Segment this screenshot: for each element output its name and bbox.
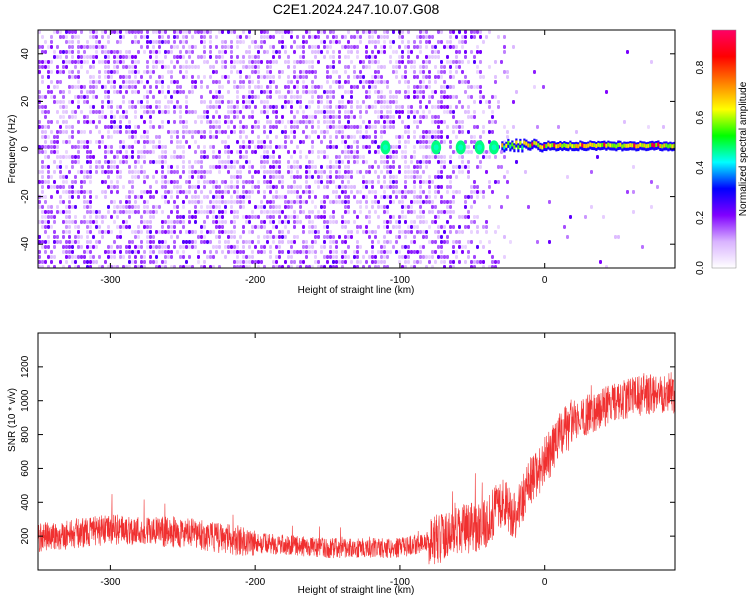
snr-x-tick-label: -100 (390, 577, 410, 588)
spectrogram-y-tick-label: 0 (20, 146, 31, 152)
spectrogram-y-tick-label: 20 (20, 95, 31, 107)
spectrogram-cells (38, 30, 675, 268)
snr-y-tick-label: 600 (20, 460, 31, 477)
colorbar: 0.0 0.2 0.4 0.6 0.8 Normalized spectral ampl… (695, 29, 749, 275)
figure-title: C2E1.2024.247.10.07.G08 (273, 1, 440, 17)
snr-y-tick-label: 200 (20, 527, 31, 544)
colorbar-label: Normalized spectral amplitude (738, 81, 749, 216)
snr-y-tick-label: 800 (20, 426, 31, 443)
spectrogram-y-axis-label: Frequency (Hz) (7, 115, 18, 184)
spectrogram-y-tick-label: 40 (20, 48, 31, 60)
spectrogram-x-ticks: -300 -200 -100 0 (100, 30, 548, 286)
spectrogram-x-tick-label: -300 (100, 275, 120, 286)
colorbar-tick-label: 0.6 (695, 110, 706, 124)
spectrogram-y-ticks: -40 -20 0 20 40 (20, 48, 675, 252)
snr-panel: -300 -200 -100 0 200 400 600 800 1000 1200 Heigh… (7, 332, 676, 596)
snr-x-tick-label: 0 (542, 577, 548, 588)
snr-x-tick-label: -200 (245, 577, 265, 588)
snr-y-tick-label: 1200 (20, 355, 31, 378)
colorbar-tick-label: 0.4 (695, 160, 706, 174)
snr-y-axis-label: SNR (10 * v/v) (7, 388, 18, 452)
colorbar-tick-label: 0.8 (695, 60, 706, 74)
spectrogram-x-tick-label: -100 (390, 275, 410, 286)
spectrogram-y-tick-label: -20 (20, 189, 31, 204)
spectrogram-x-axis-label: Height of straight line (km) (298, 285, 415, 296)
snr-y-tick-label: 400 (20, 494, 31, 511)
colorbar-tick-label: 0.2 (695, 211, 706, 225)
snr-x-tick-label: -300 (100, 577, 120, 588)
spectrogram-x-tick-label: 0 (542, 275, 548, 286)
snr-y-ticks: 200 400 600 800 1000 1200 (20, 355, 675, 544)
colorbar-tick-label: 0.0 (695, 261, 706, 275)
colorbar-gradient (712, 30, 736, 268)
spectrogram-y-tick-label: -40 (20, 237, 31, 252)
snr-x-axis-label: Height of straight line (km) (298, 585, 415, 596)
colorbar-ticks: 0.0 0.2 0.4 0.6 0.8 (695, 60, 706, 275)
snr-x-ticks: -300 -200 -100 0 (100, 333, 548, 588)
snr-frame (37, 332, 676, 571)
snr-series-line (38, 372, 675, 565)
snr-y-tick-label: 1000 (20, 389, 31, 412)
spectrogram-x-tick-label: -200 (245, 275, 265, 286)
colorbar-frame (711, 29, 737, 269)
